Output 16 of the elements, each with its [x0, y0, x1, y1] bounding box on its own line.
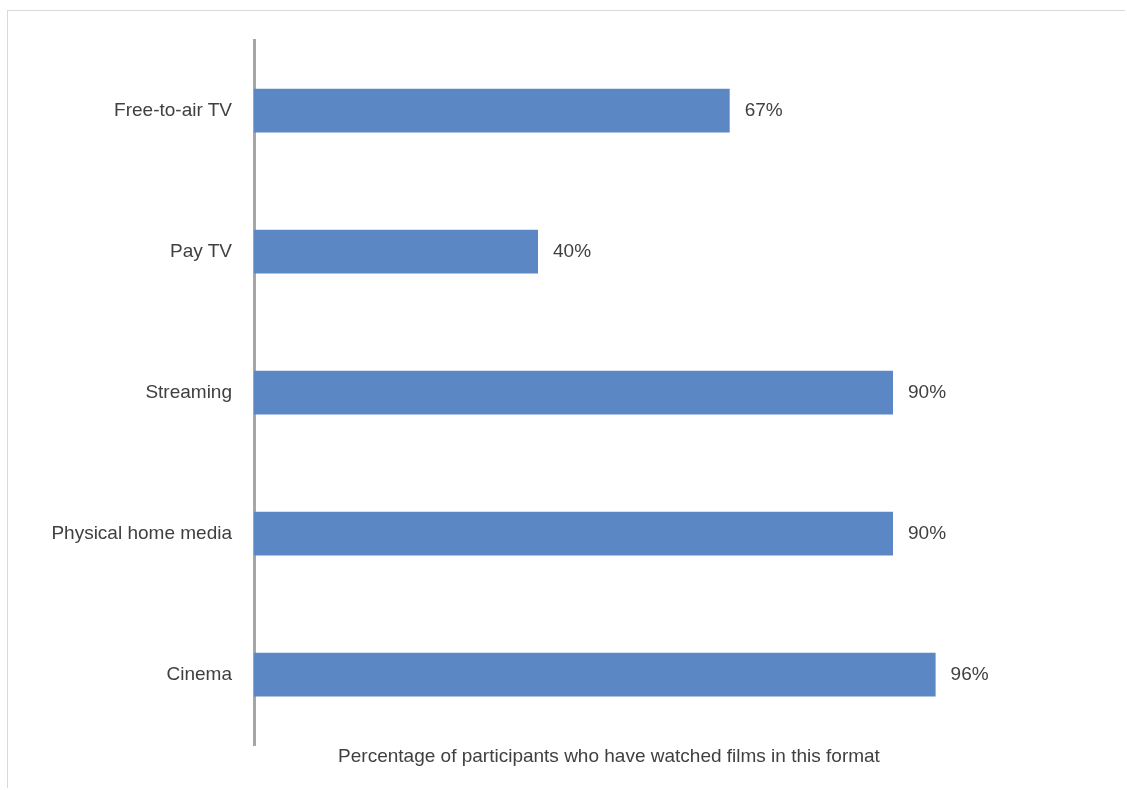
y-tick-label: Free-to-air TV — [114, 98, 233, 120]
y-tick-label: Cinema — [166, 662, 233, 684]
data-label: 67% — [744, 98, 783, 120]
x-axis-title: Percentage of participants who have watched films in this format — [338, 744, 881, 766]
y-tick-label: Physical home media — [51, 521, 233, 543]
bar — [254, 511, 893, 556]
y-tick-label: Pay TV — [170, 239, 233, 261]
bar — [254, 652, 936, 697]
data-label: 40% — [553, 239, 592, 261]
bar — [254, 370, 893, 415]
data-label: 90% — [908, 521, 947, 543]
data-label: 96% — [950, 662, 989, 684]
data-label: 90% — [908, 380, 947, 402]
bar — [254, 229, 538, 274]
y-tick-label: Streaming — [145, 380, 232, 402]
bar — [254, 88, 730, 133]
